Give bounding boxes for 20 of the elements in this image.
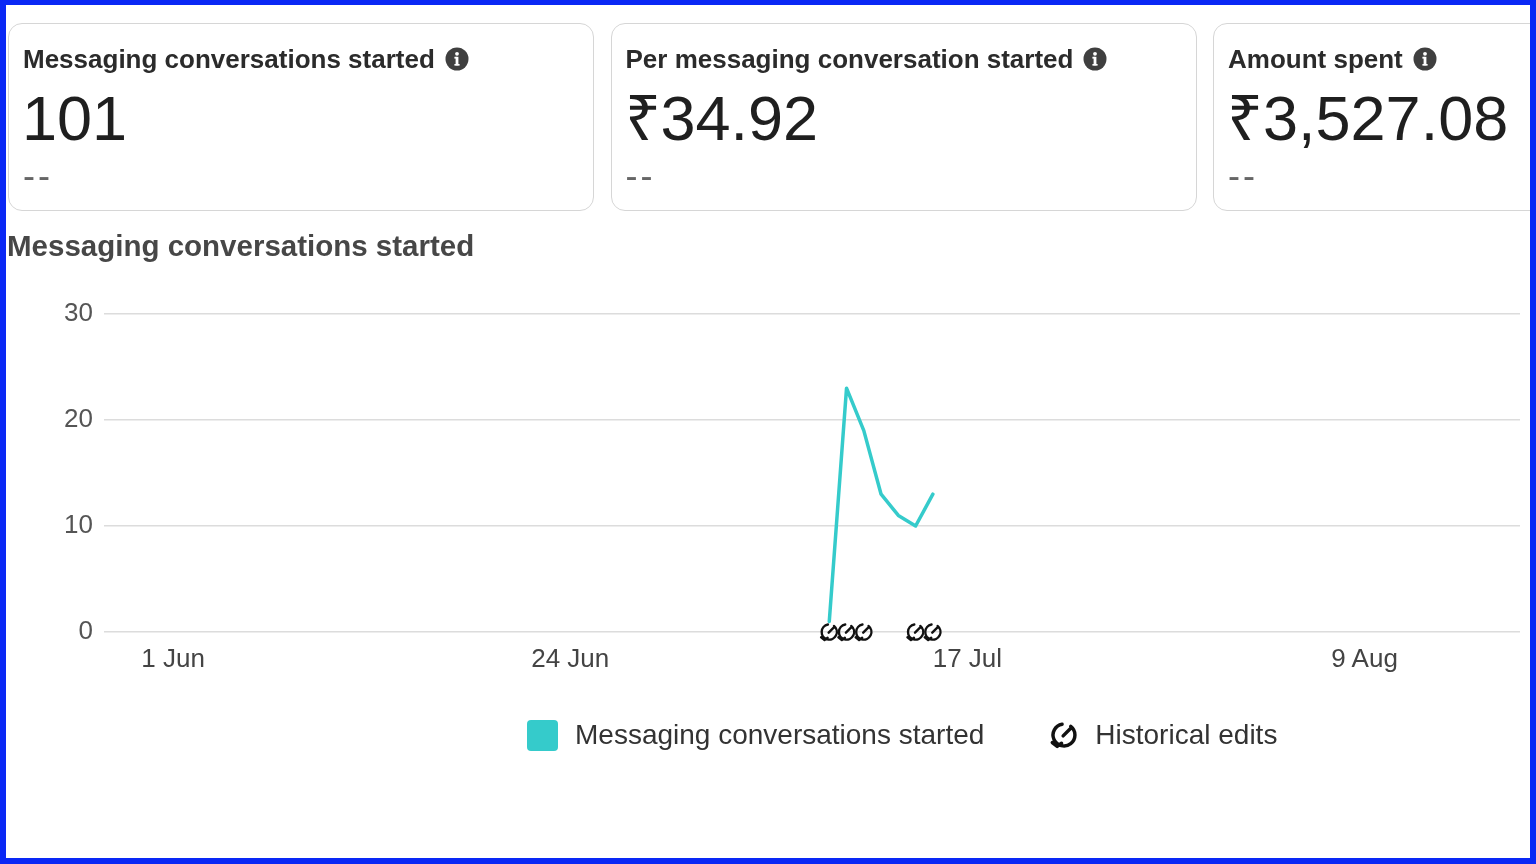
text: ₹34.92 xyxy=(624,83,819,153)
text: -- xyxy=(23,155,53,196)
text: -- xyxy=(1228,155,1258,196)
x-tick-label: 1 Jun xyxy=(141,642,205,673)
text: ₹3,527.08 xyxy=(1227,83,1509,153)
y-tick-label: 10 xyxy=(64,509,93,540)
x-tick-label: 24 Jun xyxy=(531,642,610,673)
text: Per messaging conversation started xyxy=(625,44,1074,74)
text: 101 xyxy=(22,83,128,153)
legend-label: Messaging conversations started xyxy=(575,719,985,751)
text: -- xyxy=(625,155,656,196)
y-tick-label: 30 xyxy=(64,297,93,328)
x-tick-label: 17 Jul xyxy=(932,642,1003,673)
text: Amount spent xyxy=(1228,44,1403,74)
legend-label: Historical edits xyxy=(1095,719,1278,751)
text: Messaging conversations started xyxy=(23,44,435,74)
y-tick-label: 20 xyxy=(64,403,93,434)
chart-title: Messaging conversations started xyxy=(7,229,475,263)
y-tick-label: 0 xyxy=(78,615,93,646)
x-tick-label: 9 Aug xyxy=(1331,642,1398,673)
